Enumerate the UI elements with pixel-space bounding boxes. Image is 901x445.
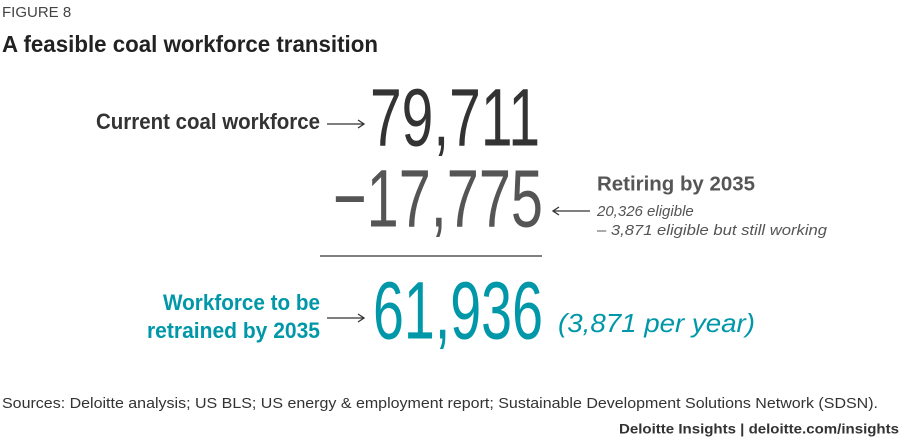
- credit: Deloitte Insights | deloitte.com/insight…: [619, 421, 899, 437]
- retiring-value: −17,775: [333, 154, 543, 245]
- figure-label: FIGURE 8: [2, 4, 71, 21]
- retrain-label: retrained by 2035: [147, 318, 320, 343]
- per-year: (3,871 per year): [558, 308, 755, 338]
- title: A feasible coal workforce transition: [2, 31, 378, 57]
- retiring-note: – 3,871 eligible but still working: [596, 222, 828, 239]
- retiring-note: 20,326 eligible: [596, 203, 694, 220]
- arrow: [327, 313, 366, 323]
- retrain-value: 61,936: [373, 266, 543, 357]
- retiring-label: Retiring by 2035: [597, 173, 755, 195]
- current-value: 79,711: [370, 73, 540, 164]
- arrow: [551, 206, 590, 216]
- arrow: [327, 119, 366, 129]
- current-label: Current coal workforce: [96, 109, 320, 134]
- sources: Sources: Deloitte analysis; US BLS; US e…: [2, 395, 878, 412]
- retrain-label: Workforce to be: [163, 290, 320, 315]
